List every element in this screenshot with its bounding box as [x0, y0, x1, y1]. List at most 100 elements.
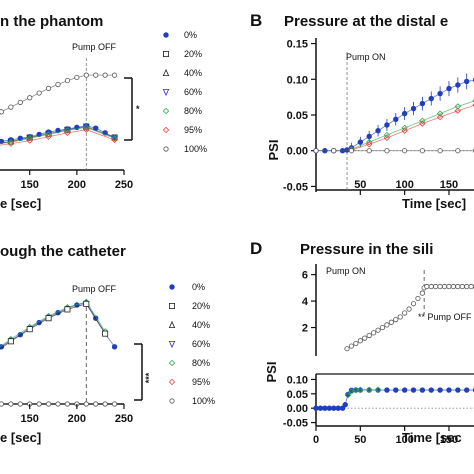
panel-b-y-tick-label: 0.15: [287, 39, 308, 51]
panel-a-series-4-point: [26, 137, 33, 144]
panel-d-letter: D: [250, 239, 262, 258]
panel-c-legend-marker: [168, 320, 176, 329]
panel-b-series-0-point: [384, 122, 390, 128]
panel-d-lower-series-0-point: [326, 405, 332, 411]
panel-c-series-3-point: [55, 401, 61, 407]
panel-a-pump-off-label: Pump OFF: [72, 42, 117, 52]
panel-a-series-0-line: [0, 74, 115, 113]
panel-c-series-2-point: [7, 338, 14, 345]
panel-a-series-0-point: [111, 72, 118, 78]
panel-d-upper-series-0-point: [424, 283, 430, 290]
panel-a-series-0-point: [74, 74, 80, 81]
panel-d-lower-series-1-point: [352, 386, 360, 394]
panel-d-lower-series-0-point: [345, 391, 351, 398]
panel-d-upper-series-0-point: [428, 283, 434, 290]
panel-b-x-tick-label: 50: [354, 179, 366, 191]
panel-b-series-0-point: [446, 85, 452, 92]
panel-b-title: Pressure at the distal e: [284, 13, 448, 30]
panel-a-series-3-point: [111, 135, 118, 142]
panel-b-series-1-line: [351, 100, 474, 150]
panel-d-y-tick-label-upper: 2: [302, 323, 308, 335]
panel-d-y-tick-label-upper: 6: [302, 270, 308, 282]
panel-d-upper-series-0-point: [468, 283, 474, 290]
panel-d-upper-series-0-point: [379, 324, 386, 331]
panel-a-x-tick-label: 250: [115, 179, 133, 191]
panel-c-series-2-point: [45, 315, 52, 322]
panel-c-x-tick-label: 150: [21, 413, 39, 425]
panel-d-x-tick-label: 50: [354, 434, 366, 446]
panel-d-lower-series-0-point: [464, 387, 470, 393]
panel-a-legend: 0% 20% 40% 60% 80% 95% 100%: [162, 30, 207, 154]
panel-b-letter: B: [250, 11, 262, 30]
panel-d-pump-on-label: Pump ON: [326, 266, 366, 276]
panel-a-legend-label: 40%: [184, 68, 202, 78]
panel-a-legend-marker: [162, 107, 170, 115]
panel-d-lower-series-0-point: [410, 387, 417, 393]
panel-c-legend-label: 20%: [192, 301, 210, 311]
panel-d-upper-series-0-point: [384, 322, 390, 328]
panel-d-y-tick-label-lower: 0.10: [287, 374, 308, 386]
panel-c-legend: 0% 20% 40% 60% 80% 95% 100%: [168, 282, 215, 406]
panel-b-series-0-point: [437, 90, 443, 97]
panel-b-series-3-point: [313, 148, 319, 154]
panel-a-x-tick-label: 150: [21, 179, 39, 191]
panel-b-series-2-point: [366, 141, 373, 148]
panel-d-upper-series-0-point: [455, 283, 461, 290]
panel-d-lower-series-0-point: [335, 405, 341, 411]
panel-d-xlabel: Time [sec: [402, 430, 462, 445]
panel-d-upper-series-0-point: [464, 283, 470, 290]
panel-d-lower-series-0-point: [317, 405, 324, 411]
panel-c-xlabel: e [sec]: [0, 430, 41, 445]
panel-c-series-2-line: [0, 303, 106, 350]
panel-b-series-0-point: [375, 128, 381, 134]
panel-b-y-tick-label: 0.10: [287, 74, 308, 86]
panel-d-upper-series-0-point: [388, 319, 394, 325]
panel-d-upper-series-0-point: [446, 283, 452, 290]
panel-b-series-3-point: [384, 148, 390, 154]
panel-b-y-tick-label: -0.05: [283, 181, 308, 193]
panel-a-series-2-point: [83, 123, 89, 129]
panel-a-series-0-point: [45, 85, 52, 91]
panel-a-series-4-point: [64, 129, 71, 137]
panel-d-lower-series-0-point: [322, 405, 328, 411]
panel-d-upper-series-0-point: [375, 327, 381, 333]
panel-a-x-ticks: 150 200 250: [21, 170, 133, 191]
panel-c-series-3-point: [45, 401, 52, 407]
panel-a-legend-label: 95%: [184, 125, 202, 135]
panel-c-legend-label: 95%: [192, 377, 210, 387]
panel-d: D Pressure in the sili 6 4 2 0.10 0.05 0.00 -0…: [250, 239, 474, 446]
panel-a-series-2-point: [0, 138, 5, 145]
panel-b-x-tick-label: 100: [395, 179, 413, 191]
panel-b-x-tick-label: 150: [440, 179, 458, 191]
panel-c-plot: [0, 298, 124, 407]
panel-a-series-2-point: [55, 127, 61, 134]
panel-b-ylabel: PSI: [266, 140, 281, 161]
panel-c-x-tick-label: 250: [115, 413, 133, 425]
panel-c: ough the catheter Pump OFF *** 150 200 250…: [0, 243, 215, 445]
panel-d-upper-series-0-point: [348, 343, 355, 349]
panel-d-upper-series-0-point: [433, 283, 439, 290]
panel-b-series-0-point: [419, 100, 426, 107]
panel-b-series-0-point: [357, 139, 364, 145]
panel-a-legend-marker: [162, 51, 169, 58]
panel-b-series-0-point: [428, 95, 434, 102]
panel-b-series-0-point: [455, 82, 461, 88]
panel-a-series-0-point: [0, 109, 5, 115]
panel-d-x-tick-label: 150: [440, 434, 458, 446]
panel-b-pump-on-label: Pump ON: [346, 52, 386, 62]
panel-b-series-3-point: [419, 148, 425, 154]
panel-b-series-3-point: [366, 148, 372, 154]
panel-d-lower-series-1-point: [348, 388, 355, 395]
panel-c-legend-marker: [168, 378, 176, 386]
panel-b-series-2-line: [351, 105, 474, 151]
panel-d-upper-series-0-point: [402, 310, 408, 316]
panel-d-upper-series-0-point: [366, 332, 372, 339]
panel-c-legend-marker: [169, 284, 175, 290]
panel-d-lower-series-0-point: [419, 387, 426, 393]
panel-b-series-1-point: [454, 103, 462, 110]
panel-d-lower-series-0-point: [455, 387, 461, 393]
panel-d-y-tick-label-lower: 0.00: [287, 403, 308, 415]
panel-a-series-0-point: [27, 95, 33, 101]
panel-b-series-2-point: [454, 107, 462, 114]
panel-c-legend-marker: [169, 398, 175, 404]
